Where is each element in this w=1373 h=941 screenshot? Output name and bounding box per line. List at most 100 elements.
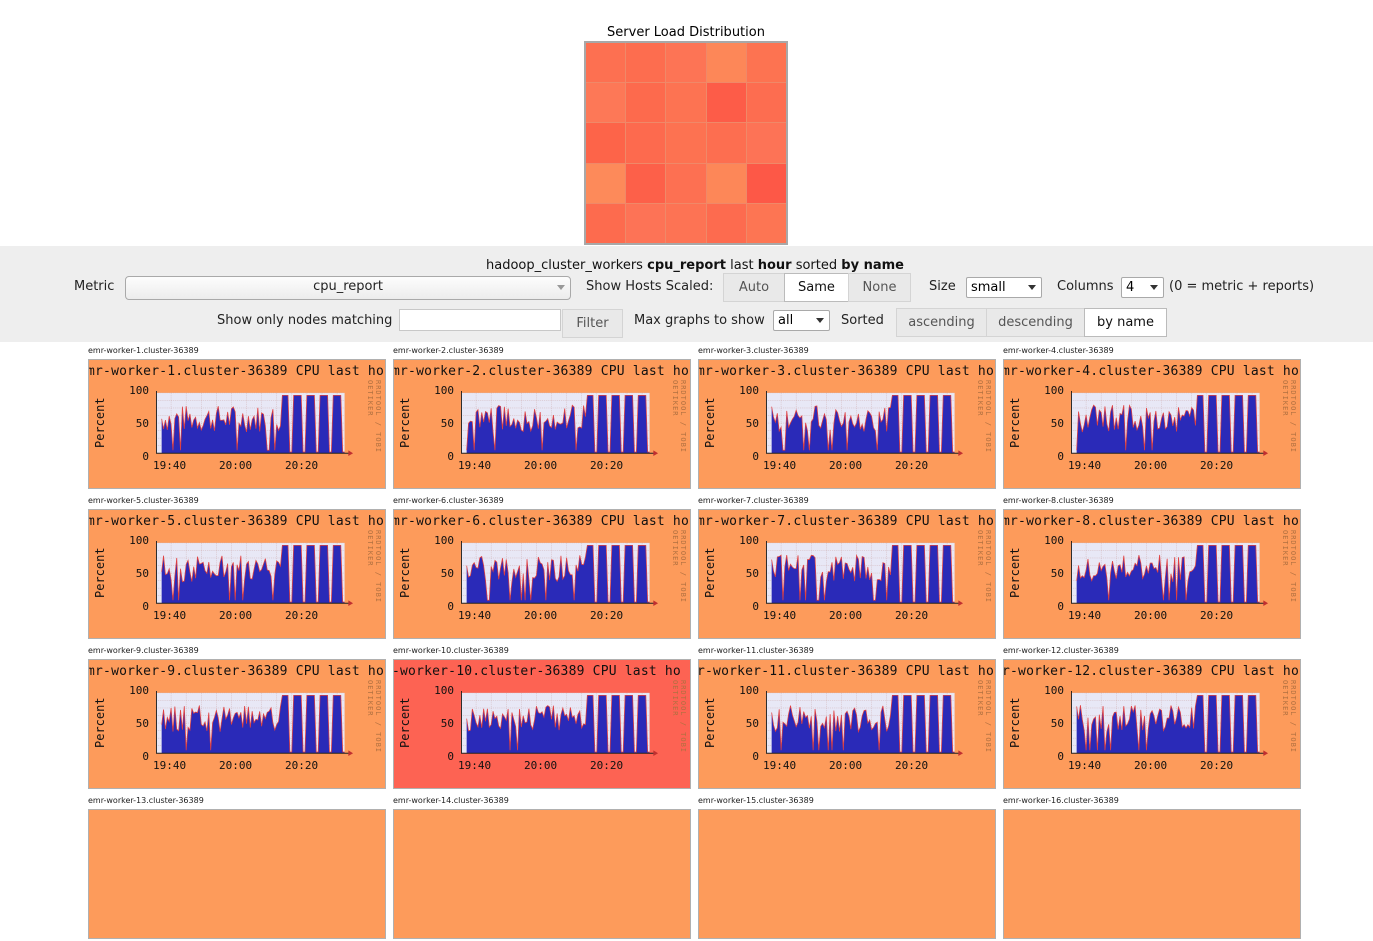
heatmap-cell[interactable]	[706, 123, 746, 163]
scaled-same-button[interactable]: Same	[784, 273, 849, 302]
graph-title: r-worker-11.cluster-36389 CPU last ho	[698, 664, 994, 679]
y-tick-label: 50	[440, 567, 454, 580]
host-name[interactable]: emr-worker-1.cluster-36389	[88, 346, 199, 355]
host-name[interactable]: emr-worker-8.cluster-36389	[1003, 496, 1114, 505]
filter-input[interactable]	[399, 309, 561, 331]
cpu-plot	[460, 691, 659, 757]
heatmap-cell[interactable]	[706, 83, 746, 123]
y-tick-label: 50	[1050, 417, 1064, 430]
heatmap-cell[interactable]	[746, 163, 786, 203]
host-name[interactable]: emr-worker-6.cluster-36389	[393, 496, 504, 505]
heatmap-cell[interactable]	[586, 203, 626, 243]
heatmap-cell[interactable]	[666, 83, 706, 123]
host-name[interactable]: emr-worker-5.cluster-36389	[88, 496, 199, 505]
cpu-usage-edge	[161, 694, 345, 753]
heatmap-cell[interactable]	[666, 203, 706, 243]
y-tick-label: 100	[129, 384, 149, 397]
y-tick-label: 50	[440, 417, 454, 430]
view-summary: hadoop_cluster_workers cpu_report last h…	[0, 258, 1373, 273]
host-name[interactable]: emr-worker-9.cluster-36389	[88, 646, 199, 655]
heatmap-cell[interactable]	[746, 43, 786, 83]
cpu-usage-edge	[466, 544, 650, 603]
metric-select[interactable]: cpu_report	[125, 276, 571, 300]
host-cpu-graph[interactable]: mr-worker-1.cluster-36389 CPU last hou RR…	[88, 359, 386, 489]
x-tick-label: 19:40	[458, 759, 492, 772]
heatmap-cell[interactable]	[706, 43, 746, 83]
x-tick-label: 19:40	[458, 459, 492, 472]
host-name[interactable]: emr-worker-14.cluster-36389	[393, 796, 509, 805]
cpu-usage-area	[161, 395, 345, 454]
heatmap-cell[interactable]	[666, 123, 706, 163]
y-tick-label: 0	[142, 600, 149, 613]
heatmap-cell[interactable]	[706, 203, 746, 243]
host-graph-cell: emr-worker-8.cluster-36389 mr-worker-8.cl…	[1003, 496, 1301, 641]
host-name[interactable]: emr-worker-15.cluster-36389	[698, 796, 814, 805]
heatmap-cell[interactable]	[586, 83, 626, 123]
x-tick-label: 20:20	[590, 459, 624, 472]
filter-button[interactable]: Filter	[562, 309, 623, 338]
columns-hint: (0 = metric + reports)	[1169, 279, 1315, 294]
heatmap-cell[interactable]	[626, 43, 666, 83]
heatmap-cell[interactable]	[746, 83, 786, 123]
sort-by-name-button[interactable]: by name	[1084, 308, 1167, 337]
heatmap-cell[interactable]	[626, 163, 666, 203]
cpu-usage-edge	[1076, 544, 1260, 603]
y-tick-label: 50	[440, 717, 454, 730]
y-tick-label: 0	[1057, 750, 1064, 763]
host-name[interactable]: emr-worker-4.cluster-36389	[1003, 346, 1114, 355]
max-graphs-select[interactable]: all	[773, 310, 830, 331]
host-cpu-graph[interactable]: mr-worker-2.cluster-36389 CPU last hou RR…	[393, 359, 691, 489]
host-cpu-graph[interactable]: mr-worker-4.cluster-36389 CPU last hou RR…	[1003, 359, 1301, 489]
host-cpu-graph[interactable]: r-worker-12.cluster-36389 CPU last ho RRD…	[1003, 659, 1301, 789]
summary-sort: by name	[841, 258, 904, 273]
host-name[interactable]: emr-worker-12.cluster-36389	[1003, 646, 1119, 655]
heatmap-cell[interactable]	[626, 123, 666, 163]
heatmap-cell[interactable]	[706, 163, 746, 203]
y-axis-label: Percent	[398, 397, 412, 448]
host-name[interactable]: emr-worker-2.cluster-36389	[393, 346, 504, 355]
host-cpu-graph[interactable]	[1003, 809, 1301, 939]
host-name[interactable]: emr-worker-7.cluster-36389	[698, 496, 809, 505]
host-cpu-graph[interactable]: mr-worker-5.cluster-36389 CPU last hou RR…	[88, 509, 386, 639]
scaled-auto-button[interactable]: Auto	[723, 273, 785, 302]
y-tick-label: 100	[739, 534, 759, 547]
heatmap-cell[interactable]	[586, 43, 626, 83]
host-cpu-graph[interactable]: mr-worker-9.cluster-36389 CPU last hou RR…	[88, 659, 386, 789]
host-name[interactable]: emr-worker-3.cluster-36389	[698, 346, 809, 355]
host-name[interactable]: emr-worker-10.cluster-36389	[393, 646, 509, 655]
y-tick-label: 100	[434, 534, 454, 547]
heatmap-cell[interactable]	[746, 203, 786, 243]
x-tick-label: 19:40	[763, 759, 797, 772]
host-cpu-graph[interactable]: r-worker-11.cluster-36389 CPU last ho RRD…	[698, 659, 996, 789]
host-cpu-graph[interactable]: mr-worker-6.cluster-36389 CPU last hou RR…	[393, 509, 691, 639]
heatmap-cell[interactable]	[666, 163, 706, 203]
host-cpu-graph[interactable]: mr-worker-8.cluster-36389 CPU last hou RR…	[1003, 509, 1301, 639]
host-cpu-graph[interactable]: mr-worker-3.cluster-36389 CPU last hou RR…	[698, 359, 996, 489]
host-cpu-graph[interactable]	[393, 809, 691, 939]
columns-select[interactable]: 4	[1121, 277, 1164, 298]
heatmap-cell[interactable]	[586, 123, 626, 163]
x-tick-label: 20:20	[285, 609, 319, 622]
size-select[interactable]: small	[966, 277, 1042, 298]
host-cpu-graph[interactable]: -worker-10.cluster-36389 CPU last ho RRDT…	[393, 659, 691, 789]
graph-title: mr-worker-8.cluster-36389 CPU last hou	[1003, 514, 1301, 529]
heatmap-cell[interactable]	[626, 83, 666, 123]
heatmap-cell[interactable]	[586, 163, 626, 203]
host-name[interactable]: emr-worker-13.cluster-36389	[88, 796, 204, 805]
host-graph-cell: emr-worker-5.cluster-36389 mr-worker-5.cl…	[88, 496, 386, 641]
host-cpu-graph[interactable]	[698, 809, 996, 939]
y-axis-label: Percent	[93, 697, 107, 748]
graph-title: r-worker-12.cluster-36389 CPU last ho	[1003, 664, 1299, 679]
x-axis-arrow-icon	[958, 450, 964, 457]
size-label: Size	[929, 279, 956, 294]
heatmap-cell[interactable]	[626, 203, 666, 243]
heatmap-cell[interactable]	[746, 123, 786, 163]
host-name[interactable]: emr-worker-16.cluster-36389	[1003, 796, 1119, 805]
host-cpu-graph[interactable]: mr-worker-7.cluster-36389 CPU last hou RR…	[698, 509, 996, 639]
heatmap-cell[interactable]	[666, 43, 706, 83]
scaled-none-button[interactable]: None	[848, 273, 911, 302]
sort-descending-button[interactable]: descending	[986, 308, 1085, 337]
host-cpu-graph[interactable]	[88, 809, 386, 939]
host-name[interactable]: emr-worker-11.cluster-36389	[698, 646, 814, 655]
sort-ascending-button[interactable]: ascending	[896, 308, 987, 337]
